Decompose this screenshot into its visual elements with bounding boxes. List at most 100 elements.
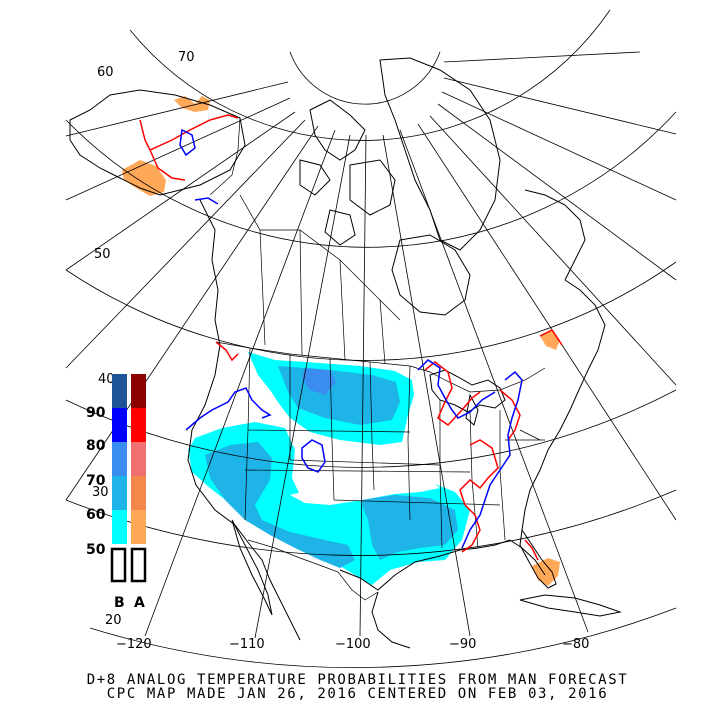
contour-below-alaska-panhandle <box>194 197 219 205</box>
meridian-minus150 <box>65 111 296 271</box>
below-60-west <box>205 442 355 568</box>
above-50-nova-scotia <box>540 330 560 350</box>
legend-label-70: 70 <box>86 473 106 489</box>
lat-label-50: 50 <box>94 247 111 262</box>
meridian-minus70 <box>417 123 677 521</box>
meridian-minus100 <box>359 134 367 637</box>
legend-label-80: 80 <box>86 438 106 454</box>
meridian-minus110 <box>254 134 351 639</box>
lat-circle-60 <box>65 111 677 248</box>
contour-above-southeast <box>459 439 499 553</box>
legend-below-90 <box>112 374 127 408</box>
lat-label-60: 60 <box>97 65 114 80</box>
contour-below-colorado <box>301 439 326 473</box>
contour-above-canada-east <box>539 329 563 346</box>
lon-label-minus90: −90 <box>449 637 476 652</box>
legend-label-below: B <box>114 595 125 611</box>
above-50-alaska-north <box>174 96 210 112</box>
below-70-northern-plains <box>302 368 336 395</box>
labrador-coast <box>524 189 586 281</box>
legend-below-80 <box>112 408 127 442</box>
below-normal-shading <box>188 352 470 585</box>
contour-above-florida <box>524 539 539 561</box>
below-white-hole-south <box>290 478 440 505</box>
contour-above-great-lakes <box>424 361 481 426</box>
pacific-coast <box>187 199 301 641</box>
greenland-coast <box>379 57 501 251</box>
meridian-minus20 <box>443 51 641 63</box>
map-title-line2: CPC MAP MADE JAN 26, 2016 CENTERED ON FE… <box>106 686 609 702</box>
legend-label-60: 60 <box>86 507 106 523</box>
alaska-coast <box>69 89 246 196</box>
polar-cap <box>289 51 441 105</box>
meridian-minus30 <box>443 77 677 135</box>
meridian-minus40 <box>441 91 677 201</box>
legend-below-empty <box>110 547 127 583</box>
baja-coast <box>231 519 273 616</box>
meridian-minus160 <box>65 97 291 201</box>
legend-label-above: A <box>134 595 145 611</box>
contour-above-east-coast <box>499 389 521 441</box>
legend-above-60 <box>131 476 146 510</box>
legend: 90 80 70 60 50 B A <box>86 374 147 611</box>
meridian-minus120 <box>144 129 336 637</box>
contour-above-pnw <box>215 341 239 362</box>
political-borders <box>209 117 546 601</box>
lon-label-minus110: −110 <box>229 637 265 652</box>
lat-label-40: 40 <box>98 372 115 387</box>
contour-below-great-lakes <box>417 359 496 419</box>
legend-above-50 <box>131 510 146 544</box>
legend-above-empty <box>130 547 147 583</box>
lat-circle-50 <box>65 261 677 361</box>
great-lakes <box>429 369 506 426</box>
legend-below-column <box>112 374 127 544</box>
meridian-minus130 <box>65 125 319 501</box>
meridian-minus60 <box>429 115 677 386</box>
legend-below-70 <box>112 442 127 476</box>
florida-coast <box>519 528 557 589</box>
legend-level-labels: 90 80 70 60 50 B A <box>86 405 145 611</box>
contour-above-alaska-s <box>149 149 186 181</box>
atlantic-coast <box>521 279 606 531</box>
meridian-minus170 <box>65 81 289 137</box>
arctic-islands <box>299 99 396 246</box>
above-50-alaska-south <box>122 160 166 196</box>
province-lines <box>239 194 401 365</box>
cuba-coast <box>519 594 622 617</box>
graticule-labels: −120 −110 −100 −90 −80 20 30 40 50 60 70 <box>92 50 589 652</box>
legend-above-90 <box>131 374 146 408</box>
contour-below-alaska <box>179 128 196 157</box>
lat-circle-20 <box>89 607 677 668</box>
contour-above-alaska <box>139 114 239 151</box>
alaska-canada-border <box>209 117 241 196</box>
mexico-coast <box>371 591 411 649</box>
contour-lines <box>139 114 563 561</box>
lat-label-30: 30 <box>92 485 109 500</box>
coastlines <box>69 57 622 649</box>
legend-above-column <box>131 374 146 544</box>
legend-label-50: 50 <box>86 542 106 558</box>
lat-circle-30 <box>65 489 677 556</box>
legend-below-50 <box>112 510 127 544</box>
lat-circle-70 <box>129 9 611 141</box>
lon-label-minus120: −120 <box>116 637 152 652</box>
meridian-minus90 <box>382 134 471 637</box>
legend-above-80 <box>131 408 146 442</box>
graticule <box>65 9 677 668</box>
meridian-minus50 <box>437 103 677 281</box>
legend-above-70 <box>131 442 146 476</box>
us-mexico-border <box>247 539 379 601</box>
lat-circle-40 <box>65 389 677 468</box>
contour-below-west <box>185 387 272 431</box>
lat-label-20: 20 <box>105 613 122 628</box>
below-60-south <box>360 495 458 560</box>
map-title-line1: D+8 ANALOG TEMPERATURE PROBABILITIES FRO… <box>86 672 629 688</box>
meridian-minus140 <box>65 119 306 369</box>
lon-label-minus100: −100 <box>335 637 371 652</box>
lon-label-minus80: −80 <box>562 637 589 652</box>
lat-label-70: 70 <box>178 50 195 65</box>
contour-below-east <box>461 370 523 549</box>
legend-below-60 <box>112 476 127 510</box>
